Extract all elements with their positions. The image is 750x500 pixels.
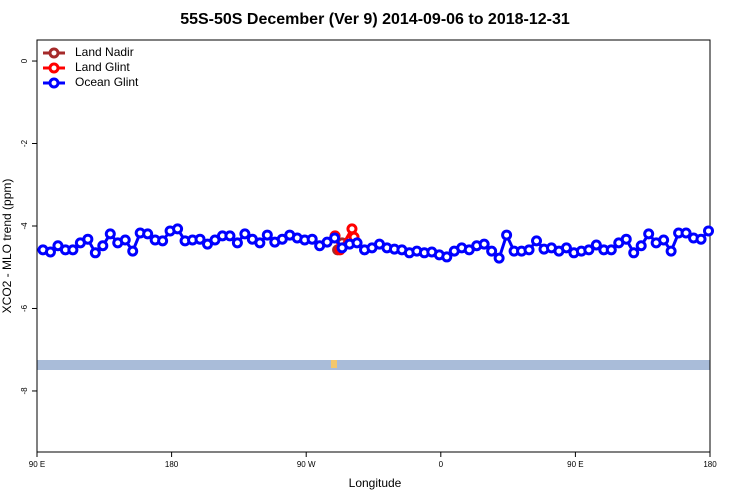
x-axis-label: Longitude — [349, 476, 402, 490]
x-tick-label: 0 — [439, 460, 444, 469]
point — [493, 252, 505, 264]
point — [441, 251, 453, 263]
x-tick-label: 90 W — [297, 460, 316, 469]
legend-label: Land Glint — [75, 60, 130, 74]
point — [635, 240, 647, 252]
point — [306, 233, 318, 245]
point — [194, 233, 206, 245]
point — [239, 228, 251, 240]
point — [329, 232, 341, 244]
point — [643, 228, 655, 240]
point — [89, 247, 101, 259]
point — [590, 239, 602, 251]
point — [658, 234, 670, 246]
point — [695, 233, 707, 245]
y-tick-label: -6 — [20, 304, 29, 312]
point — [531, 235, 543, 247]
point — [620, 233, 632, 245]
point — [142, 228, 154, 240]
point — [157, 235, 169, 247]
point — [44, 246, 56, 258]
point — [486, 245, 498, 257]
point — [231, 237, 243, 249]
point — [172, 223, 184, 235]
point — [224, 230, 236, 242]
legend-marker — [48, 62, 60, 74]
point — [665, 245, 677, 257]
point — [351, 237, 363, 249]
point — [560, 242, 572, 254]
y-axis-label: XCO2 - MLO trend (ppm) — [0, 179, 14, 314]
point — [127, 245, 139, 257]
point — [261, 229, 273, 241]
point — [628, 247, 640, 259]
point — [523, 244, 535, 256]
x-tick-label: 90 E — [29, 460, 45, 469]
legend-marker — [48, 77, 60, 89]
point — [583, 244, 595, 256]
point — [703, 225, 715, 237]
y-tick-label: -8 — [20, 387, 29, 395]
chart-title: 55S-50S December (Ver 9) 2014-09-06 to 2… — [180, 11, 570, 28]
legend-marker — [48, 47, 60, 59]
plot-frame — [36, 39, 711, 453]
y-tick-label: -4 — [20, 222, 29, 230]
x-tick-label: 180 — [165, 460, 179, 469]
land-patch — [331, 360, 337, 368]
point — [478, 238, 490, 250]
point — [501, 229, 513, 241]
map-strip — [37, 360, 710, 370]
point — [605, 244, 617, 256]
point — [104, 228, 116, 240]
x-tick-label: 90 E — [567, 460, 583, 469]
y-tick-label: -2 — [20, 139, 29, 147]
point — [680, 227, 692, 239]
point — [67, 244, 79, 256]
point — [97, 240, 109, 252]
point — [254, 237, 266, 249]
point — [119, 234, 131, 246]
point — [82, 233, 94, 245]
legend-label: Ocean Glint — [75, 75, 139, 89]
x-tick-label: 180 — [703, 460, 717, 469]
legend-label: Land Nadir — [75, 45, 134, 59]
y-tick-label: 0 — [20, 58, 29, 63]
